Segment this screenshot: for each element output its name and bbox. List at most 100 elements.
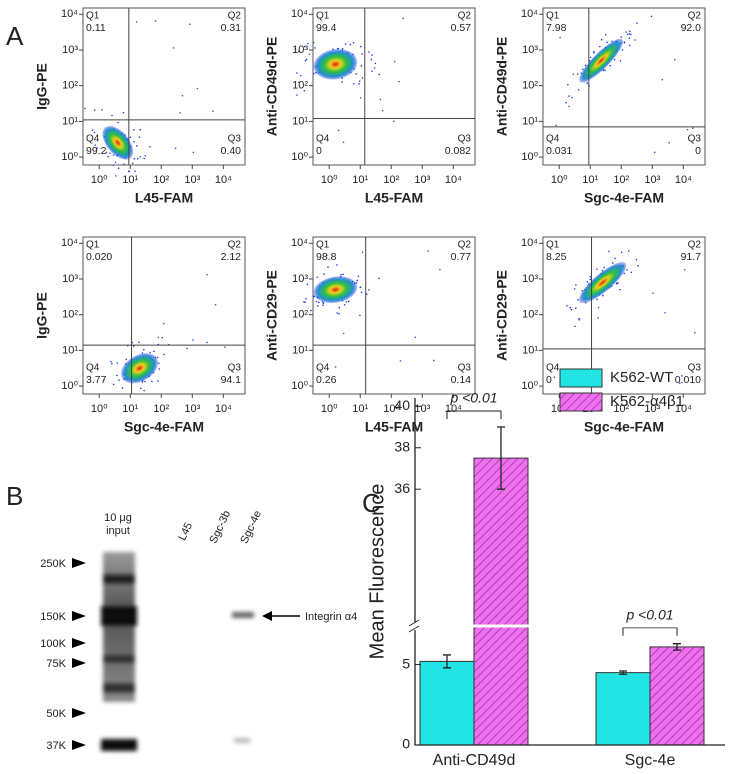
lane-label: Sgc-3b <box>207 509 233 546</box>
event-dot <box>179 112 182 114</box>
event-dot <box>212 110 214 112</box>
x-tick-label: 10¹ <box>582 174 598 186</box>
quadrant-value: 8.25 <box>546 251 567 263</box>
quadrant-name: Q3 <box>458 134 472 145</box>
event-cloud <box>553 250 696 385</box>
event-dot <box>382 109 384 112</box>
event-cloud <box>303 250 441 368</box>
event-dot <box>304 59 307 62</box>
event-dot <box>621 49 624 51</box>
y-tick-label: 10¹ <box>62 344 78 356</box>
quadrant-name: Q1 <box>546 11 560 22</box>
y-tick-label: 40 <box>394 397 410 413</box>
legend-label: K562-α4β1 <box>610 393 684 410</box>
event-dot <box>626 269 628 271</box>
event-dot <box>586 82 589 84</box>
event-dot <box>603 266 605 269</box>
y-tick-label: 10¹ <box>522 115 538 127</box>
event-dot <box>143 389 145 392</box>
event-dot <box>138 341 140 344</box>
event-dot <box>294 47 297 50</box>
event-dot <box>149 146 151 148</box>
event-dot <box>338 306 341 309</box>
event-dot <box>361 77 364 79</box>
event-dot <box>361 53 363 55</box>
event-dot <box>617 282 619 284</box>
y-tick-label: 10⁰ <box>291 151 308 163</box>
event-dot <box>596 298 598 301</box>
error-bar <box>443 654 451 669</box>
legend-label: K562-WT <box>610 369 673 386</box>
y-tick-label: 10⁰ <box>521 151 538 163</box>
event-dot <box>307 42 309 45</box>
event-dot <box>398 80 400 83</box>
event-dot <box>336 264 338 266</box>
x-axis-label: Sgc-4e-FAM <box>584 419 664 435</box>
event-dot <box>577 89 580 91</box>
event-dot <box>305 297 307 300</box>
event-dot <box>368 51 370 53</box>
event-dot <box>597 306 600 309</box>
event-dot <box>133 128 135 131</box>
quadrant-value: 0.14 <box>451 374 472 386</box>
event-dot <box>626 33 629 36</box>
event-dot <box>84 107 86 110</box>
x-tick-label: 10⁴ <box>445 403 462 415</box>
event-dot <box>93 109 96 111</box>
bar <box>649 646 705 746</box>
event-dot <box>615 282 618 284</box>
quadrant-name: Q3 <box>688 134 702 145</box>
event-dot <box>136 145 138 147</box>
event-dot <box>597 317 599 319</box>
event-dot <box>596 268 598 270</box>
quadrant-value: 0.031 <box>546 145 572 157</box>
y-tick-label: 10² <box>522 80 538 92</box>
event-dot <box>402 17 404 20</box>
x-tick-label: 10⁰ <box>91 403 108 415</box>
quadrant-value: 0.77 <box>451 251 472 263</box>
y-tick-label: 10³ <box>62 273 78 285</box>
event-dot <box>174 147 177 150</box>
event-dot <box>163 353 165 356</box>
event-dot <box>101 108 103 111</box>
axis-break <box>408 619 420 633</box>
event-dot <box>630 271 633 274</box>
event-dot <box>214 303 217 306</box>
y-tick-label: 10¹ <box>522 344 538 356</box>
event-dot <box>135 21 138 23</box>
event-dot <box>614 257 616 260</box>
event-dot <box>604 69 606 71</box>
event-dot <box>345 301 348 303</box>
event-dot <box>338 313 340 315</box>
event-dot <box>316 276 319 279</box>
event-dot <box>582 68 584 71</box>
event-density <box>102 125 134 160</box>
event-dot <box>314 47 316 49</box>
quadrant-value: 99.4 <box>316 22 337 34</box>
event-dot <box>355 282 358 284</box>
event-dot <box>139 128 142 131</box>
x-tick-label: 10³ <box>414 174 430 186</box>
event-dot <box>192 339 194 341</box>
event-dot <box>298 81 300 84</box>
significance-label: p <0.01 <box>625 606 673 622</box>
y-axis-label: Anti-CD49d-PE <box>264 37 280 137</box>
x-tick-label: 10⁴ <box>675 403 692 415</box>
event-dot <box>569 306 572 309</box>
x-tick-label: Anti-CD49d <box>433 752 516 769</box>
event-dot <box>144 154 147 157</box>
event-dot <box>619 60 622 62</box>
event-dot <box>567 83 569 86</box>
error-bar <box>497 426 505 490</box>
event-dot <box>315 300 318 303</box>
x-tick-label: 10² <box>153 403 169 415</box>
event-dot <box>608 250 610 253</box>
event-dot <box>368 289 370 291</box>
y-axis-label: Anti-CD29-PE <box>494 270 510 361</box>
event-dot <box>91 129 94 131</box>
x-tick-label: 10² <box>383 403 399 415</box>
event-dot <box>116 362 118 364</box>
event-dot <box>136 157 139 160</box>
event-dot <box>317 301 320 304</box>
